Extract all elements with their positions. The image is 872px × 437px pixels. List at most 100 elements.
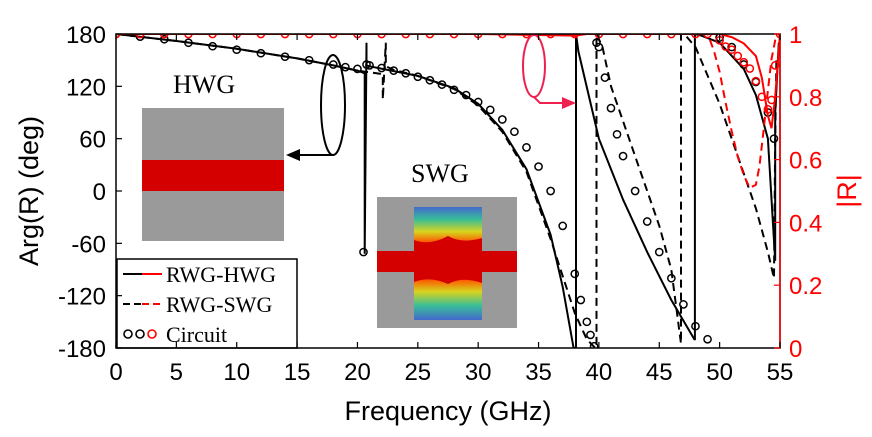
data-point-circuit-phase (497, 115, 507, 124)
series-line-rwg-hwg-r (116, 34, 780, 129)
data-point-circuit-phase (510, 127, 519, 137)
data-point-circuit-r (767, 95, 776, 105)
data-point-circuit-r (401, 34, 411, 39)
magnitude-ellipse (522, 34, 546, 98)
data-point-circuit-r (449, 34, 459, 39)
data-point-circuit-phase (522, 143, 531, 152)
data-point-circuit-phase (184, 38, 193, 48)
data-point-circuit-phase (425, 75, 435, 85)
x-tick-label: 50 (706, 359, 733, 386)
y-right-tick-label: 0.4 (789, 210, 822, 237)
y-left-tick-label: 180 (66, 22, 106, 49)
data-point-circuit-phase (449, 85, 459, 95)
swg-inset: SWG (377, 159, 517, 328)
data-point-circuit-phase (365, 61, 374, 70)
data-point-circuit-phase (280, 52, 290, 62)
y-right-tick-label: 0.6 (789, 148, 822, 175)
y-left-tick-label: 120 (66, 74, 106, 101)
y-right-axis-label: |R| (832, 174, 862, 208)
data-point-circuit-phase (558, 221, 568, 231)
hwg-dielectric (142, 160, 284, 191)
y-left-tick-label: 0 (93, 179, 106, 206)
data-point-circuit-r (425, 34, 435, 39)
data-point-circuit-phase (473, 97, 483, 107)
data-point-circuit-r (642, 34, 652, 39)
data-point-circuit-phase (359, 247, 368, 257)
data-point-circuit-phase (413, 72, 423, 82)
magnitude-arrow-line (533, 96, 566, 104)
data-point-circuit-r (208, 34, 217, 39)
y-right-tick-label: 0.2 (789, 273, 822, 300)
data-point-circuit-phase (715, 34, 724, 42)
hwg-label: HWG (173, 70, 235, 99)
data-point-circuit-r (328, 34, 338, 39)
y-left-tick-label: -120 (58, 284, 106, 311)
x-tick-label: 25 (404, 359, 431, 386)
y-right-tick-label: 0.8 (789, 85, 822, 112)
data-point-circuit-phase (592, 38, 601, 48)
legend-entry-rwg-swg: RWG-SWG (123, 292, 272, 317)
swg-field-top (414, 207, 482, 243)
x-tick-label: 55 (767, 359, 794, 386)
data-point-circuit-r (691, 34, 700, 39)
data-point-circuit-r (618, 34, 628, 39)
data-point-circuit-r (256, 34, 266, 39)
series-line-rwg-swg-r (116, 34, 780, 190)
y-right-tick-label: 1 (789, 22, 802, 49)
data-point-circuit-phase (703, 334, 712, 344)
swg-dielectric (377, 251, 517, 272)
x-tick-label: 30 (465, 359, 492, 386)
data-point-circuit-phase (353, 64, 362, 74)
x-axis-label: Frequency (GHz) (344, 396, 551, 426)
series-line-rwg-hwg (116, 34, 780, 348)
legend-label-rwg-swg: RWG-SWG (166, 292, 272, 317)
data-point-circuit-r (770, 61, 780, 70)
data-point-circuit-phase (135, 34, 145, 41)
magnitude-annotation (522, 34, 576, 109)
data-point-circuit-phase (159, 34, 169, 44)
phase-annotation (286, 54, 346, 161)
data-point-circuit-phase (461, 90, 471, 100)
legend-label-rwg-hwg: RWG-HWG (166, 262, 276, 287)
data-point-circuit-phase (208, 41, 217, 51)
data-point-circuit-r (522, 34, 531, 39)
data-point-circuit-r (763, 105, 773, 114)
x-tick-label: 5 (170, 359, 183, 386)
x-tick-label: 15 (284, 359, 311, 386)
data-point-circuit-phase (576, 295, 586, 305)
data-point-circuit-r (280, 34, 290, 39)
data-point-circuit-phase (654, 247, 664, 257)
data-point-circuit-r (745, 64, 755, 73)
y-left-tick-label: -60 (71, 231, 106, 258)
swg-field-bottom (414, 279, 482, 320)
data-point-circuit-phase (304, 55, 314, 65)
data-point-circuit-phase (534, 162, 543, 171)
data-point-circuit-phase (589, 341, 599, 348)
legend-entry-rwg-hwg: RWG-HWG (123, 262, 276, 287)
x-tick-label: 0 (109, 359, 122, 386)
y-left-tick-label: 60 (79, 127, 106, 154)
data-point-circuit-r (703, 34, 712, 39)
data-point-circuit-r (377, 34, 386, 39)
data-point-circuit-phase (401, 68, 411, 78)
magnitude-arrow-head (562, 97, 576, 109)
y-left-axis-label: Arg(R) (deg) (14, 116, 44, 266)
legend: RWG-HWG RWG-SWG Circuit (116, 258, 298, 349)
data-point-circuit-phase (485, 105, 495, 115)
data-point-circuit-phase (256, 48, 266, 58)
data-point-circuit-r (570, 34, 580, 39)
x-tick-label: 40 (586, 359, 613, 386)
x-tick-label: 45 (646, 359, 673, 386)
data-point-circuit-phase (437, 80, 447, 89)
data-point-circuit-phase (389, 66, 399, 75)
data-point-circuit-phase (679, 300, 688, 309)
phase-ellipse (320, 54, 346, 156)
data-point-circuit-phase (600, 73, 610, 82)
data-point-circuit-r (751, 76, 761, 86)
data-point-circuit-phase (666, 273, 676, 283)
data-point-circuit-phase (691, 321, 700, 331)
data-point-circuit-r (757, 92, 767, 102)
data-point-circuit-r (733, 51, 743, 61)
hwg-inset: HWG (142, 70, 284, 241)
